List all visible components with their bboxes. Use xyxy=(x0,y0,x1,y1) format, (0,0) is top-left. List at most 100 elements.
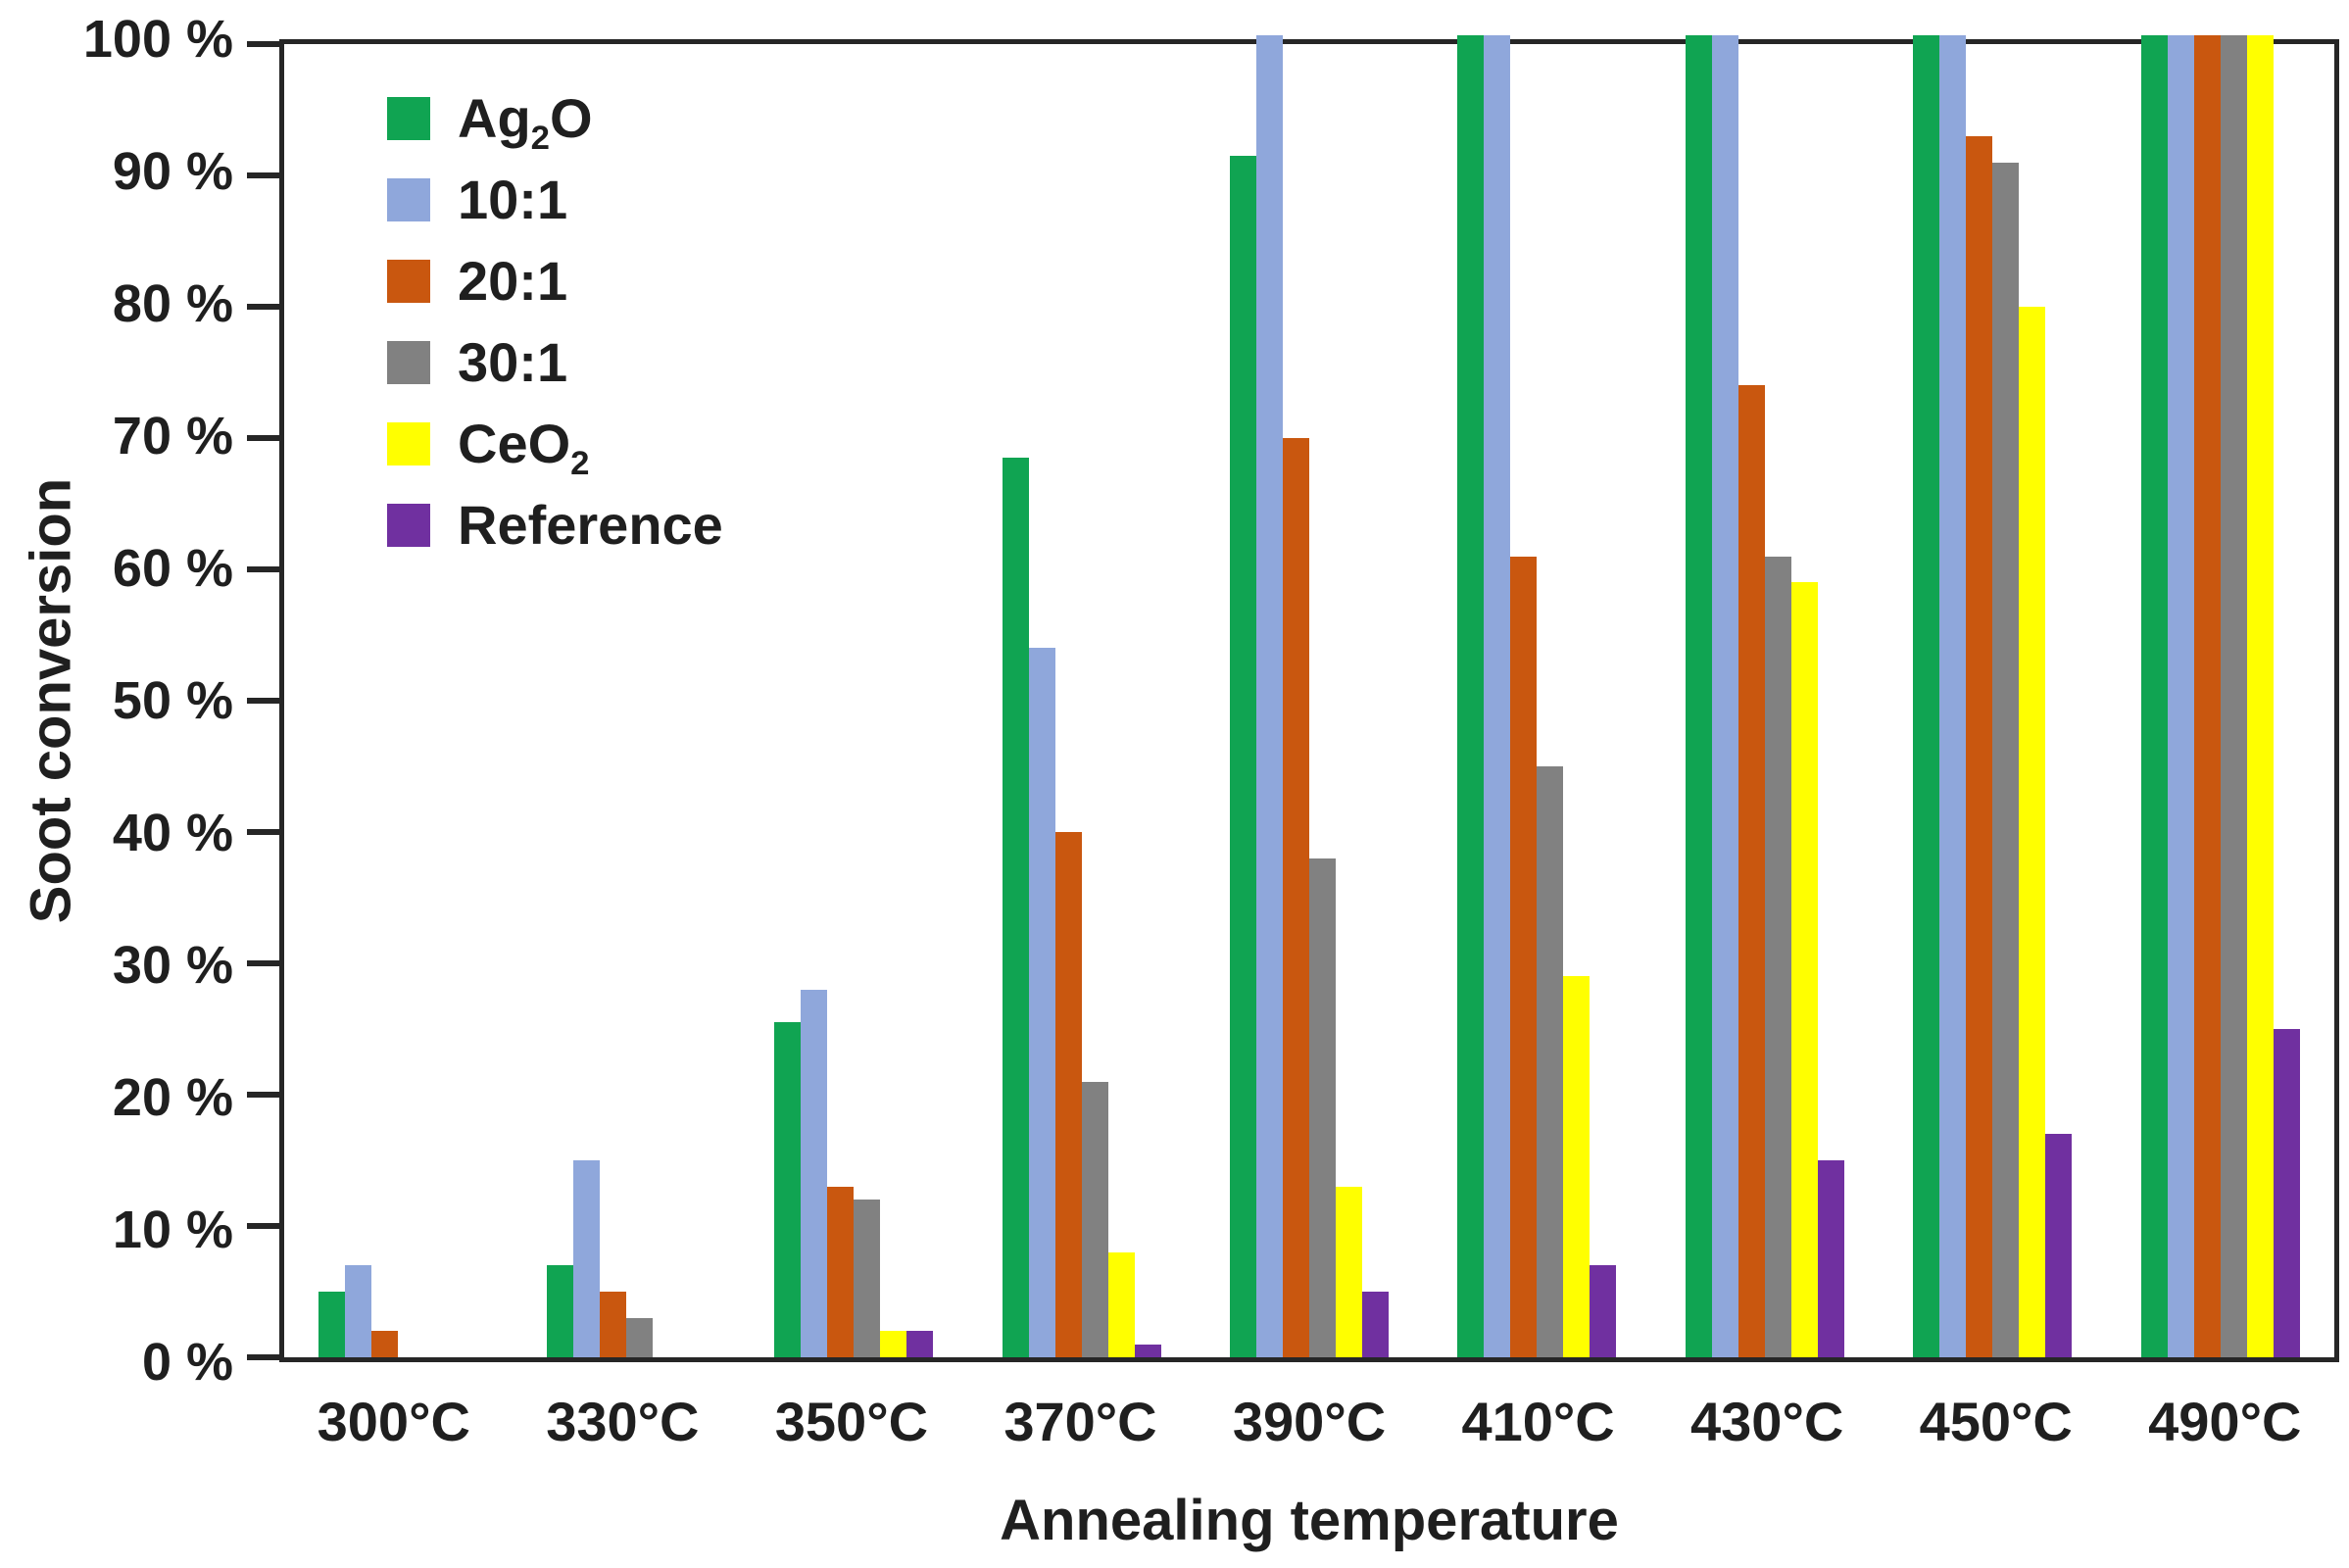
bar-20:1-350°C xyxy=(827,1186,855,1357)
bar-20:1-410°C xyxy=(1510,556,1538,1357)
bar-30:1-330°C xyxy=(625,1317,653,1357)
legend-swatch-CeO2 xyxy=(387,422,430,466)
bar-group-390°C xyxy=(1196,35,1423,1357)
bar-Reference-430°C xyxy=(1817,1160,1844,1357)
bar-Ag2O-350°C xyxy=(774,1022,802,1357)
x-axis-tick-labels: 300°C 330°C 350°C 370°C 390°C 410°C 430°C 450°C… xyxy=(279,1390,2339,1453)
bar-Ag2O-300°C xyxy=(318,1292,346,1357)
y-tick-label-20: 20 % xyxy=(112,1068,233,1127)
bar-20:1-430°C xyxy=(1737,385,1765,1357)
y-tick-label-70: 70 % xyxy=(112,407,233,466)
bar-10:1-330°C xyxy=(572,1160,600,1357)
bar-Ag2O-370°C xyxy=(1002,458,1029,1357)
bar-Ag2O-330°C xyxy=(546,1265,573,1357)
x-tick-label-350°C: 350°C xyxy=(774,1391,929,1452)
x-tick-label-370°C: 370°C xyxy=(1003,1391,1157,1452)
bar-Ag2O-390°C xyxy=(1229,155,1256,1357)
legend-label-30:1: 30:1 xyxy=(458,331,568,393)
y-axis-tick-labels: 0 % 10 % 20 % 30 % 40 % 50 % 60 % 70 % 80 % 90 % 1… xyxy=(0,13,233,1389)
y-tick-100 xyxy=(247,41,279,47)
y-tick-label-30: 30 % xyxy=(112,936,233,995)
bar-group-430°C xyxy=(1651,35,1879,1357)
x-tick-label-450°C: 450°C xyxy=(1919,1391,2073,1452)
legend-swatch-Ag2O xyxy=(387,97,430,140)
bar-10:1-390°C xyxy=(1255,35,1283,1357)
bar-20:1-490°C xyxy=(2193,35,2221,1357)
legend-label-10:1: 10:1 xyxy=(458,169,568,230)
bar-10:1-370°C xyxy=(1028,648,1055,1357)
bar-30:1-390°C xyxy=(1308,858,1336,1357)
legend-label-CeO2: CeO2 xyxy=(458,413,590,483)
y-tick-70 xyxy=(247,435,279,441)
legend: Ag2O 10:1 20:1 30:1 CeO2 Reference xyxy=(387,91,723,553)
y-tick-label-10: 10 % xyxy=(112,1200,233,1259)
bar-Ag2O-430°C xyxy=(1685,35,1712,1357)
bar-30:1-370°C xyxy=(1081,1081,1108,1357)
legend-swatch-30:1 xyxy=(387,341,430,384)
y-tick-label-0: 0 % xyxy=(141,1333,233,1392)
bar-Reference-350°C xyxy=(906,1331,934,1357)
bar-10:1-410°C xyxy=(1484,35,1511,1357)
bar-30:1-430°C xyxy=(1764,556,1791,1357)
bar-Reference-450°C xyxy=(2045,1134,2073,1357)
legend-item-30:1: 30:1 xyxy=(387,335,723,390)
x-tick-label-300°C: 300°C xyxy=(317,1391,470,1452)
legend-item-10:1: 10:1 xyxy=(387,172,723,227)
y-tick-40 xyxy=(247,829,279,835)
y-tick-label-40: 40 % xyxy=(112,804,233,862)
x-tick-label-430°C: 430°C xyxy=(1690,1391,1844,1452)
y-tick-label-50: 50 % xyxy=(112,671,233,730)
y-tick-80 xyxy=(247,304,279,310)
x-tick-label-410°C: 410°C xyxy=(1461,1391,1615,1452)
legend-swatch-20:1 xyxy=(387,260,430,303)
y-tick-label-90: 90 % xyxy=(112,142,233,201)
bar-group-410°C xyxy=(1423,35,1650,1357)
bar-Reference-370°C xyxy=(1134,1344,1161,1357)
bar-CeO2-430°C xyxy=(1790,582,1818,1357)
bar-CeO2-450°C xyxy=(2019,307,2046,1357)
y-tick-20 xyxy=(247,1092,279,1098)
bar-CeO2-350°C xyxy=(880,1331,907,1357)
bar-Reference-490°C xyxy=(2273,1029,2300,1357)
y-tick-0 xyxy=(247,1354,279,1360)
legend-swatch-10:1 xyxy=(387,178,430,221)
bar-group-450°C xyxy=(1879,35,2106,1357)
bar-30:1-450°C xyxy=(1992,162,2020,1357)
y-tick-50 xyxy=(247,698,279,704)
y-tick-label-100: 100 % xyxy=(82,10,233,69)
bar-10:1-430°C xyxy=(1711,35,1738,1357)
bar-Ag2O-450°C xyxy=(1913,35,1940,1357)
bar-Ag2O-490°C xyxy=(2140,35,2168,1357)
bar-group-300°C xyxy=(284,44,512,1357)
x-tick-label-330°C: 330°C xyxy=(546,1391,700,1452)
bar-20:1-330°C xyxy=(599,1292,626,1357)
bar-group-490°C xyxy=(2107,35,2334,1357)
y-tick-30 xyxy=(247,960,279,966)
y-tick-60 xyxy=(247,566,279,572)
bar-Reference-410°C xyxy=(1590,1265,1617,1357)
bar-group-330°C xyxy=(512,44,739,1357)
x-tick-label-390°C: 390°C xyxy=(1232,1391,1387,1452)
y-tick-label-60: 60 % xyxy=(112,539,233,598)
bar-20:1-370°C xyxy=(1054,832,1082,1357)
legend-swatch-Reference xyxy=(387,504,430,547)
bar-CeO2-390°C xyxy=(1335,1186,1362,1357)
legend-label-20:1: 20:1 xyxy=(458,250,568,312)
bar-20:1-300°C xyxy=(371,1331,399,1357)
bar-20:1-390°C xyxy=(1282,438,1309,1357)
y-tick-10 xyxy=(247,1223,279,1229)
y-tick-label-80: 80 % xyxy=(112,274,233,333)
x-axis-title: Annealing temperature xyxy=(1000,1489,1619,1552)
bars-layer xyxy=(284,35,2334,1357)
legend-label-Ag2O: Ag2O xyxy=(458,87,593,158)
bar-10:1-490°C xyxy=(2167,35,2194,1357)
bar-group-370°C xyxy=(967,44,1195,1357)
bar-group-350°C xyxy=(740,44,967,1357)
bar-10:1-350°C xyxy=(801,989,828,1357)
bar-Reference-390°C xyxy=(1361,1292,1389,1357)
legend-item-20:1: 20:1 xyxy=(387,254,723,309)
bar-Ag2O-410°C xyxy=(1457,35,1485,1357)
x-tick-label-490°C: 490°C xyxy=(2148,1391,2302,1452)
y-tick-90 xyxy=(247,172,279,178)
